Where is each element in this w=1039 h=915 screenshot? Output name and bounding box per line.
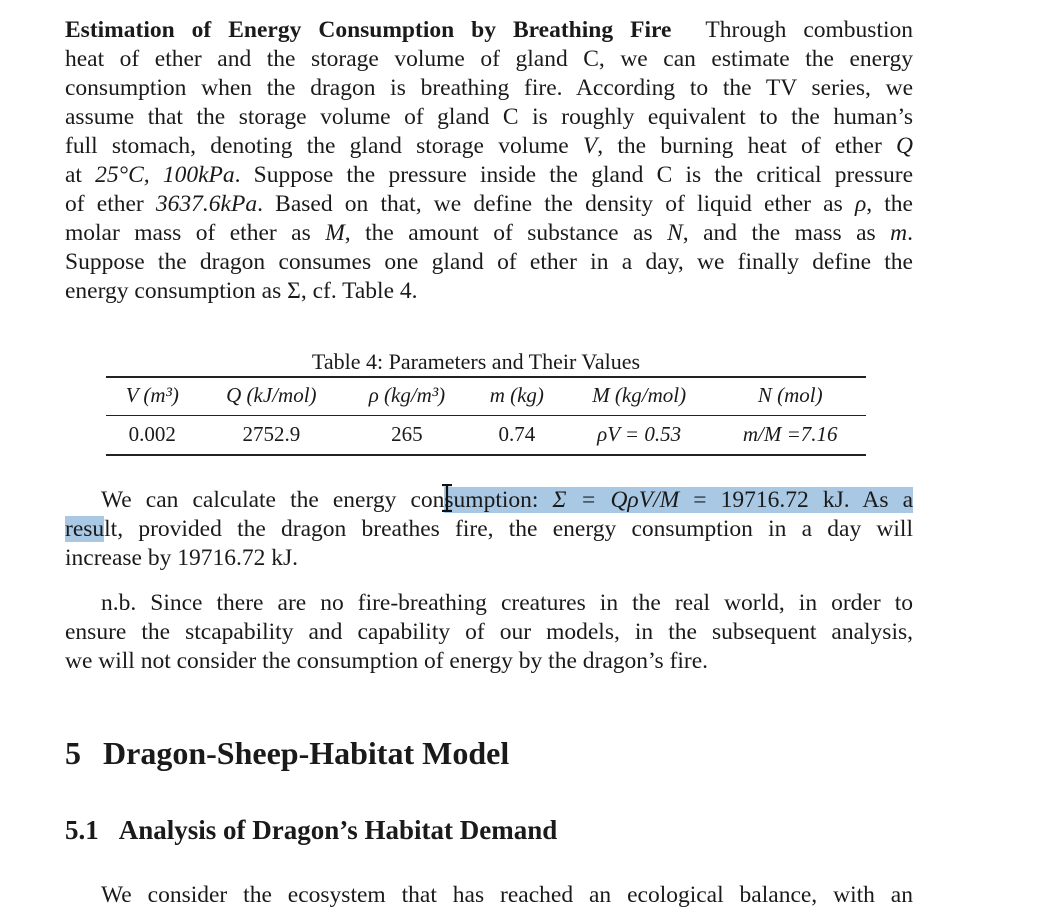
text-line: consumption when the dragon is breathing… <box>65 75 913 101</box>
subsection-number: 5.1 <box>65 815 99 845</box>
text-cursor-icon <box>442 484 452 512</box>
text-line: Estimation of Energy Consumption by Brea… <box>65 17 913 43</box>
section-heading: 5 Dragon-Sheep-Habitat Model <box>65 735 509 772</box>
text-line: we will not consider the consumption of … <box>65 648 709 674</box>
math-expression: 3637.6kPa <box>155 191 258 217</box>
table-cell: 2752.9 <box>242 422 301 446</box>
text-line[interactable]: result, provided the dragon breathes fir… <box>65 516 913 542</box>
math-symbol: N <box>667 220 683 246</box>
subsection-heading: 5.1 Analysis of Dragon’s Habitat Demand <box>65 815 557 846</box>
text-line: heat of ether and the storage volume of … <box>65 46 913 72</box>
table-header-row: V (m³) Q (kJ/mol) ρ (kg/m³) m (kg) M (kg… <box>106 377 866 416</box>
header-cell: V (m³) <box>125 383 179 407</box>
math-expression[interactable]: Σ = QρV/M <box>552 487 680 513</box>
section-number: 5 <box>65 735 81 771</box>
runin-heading: Estimation of Energy Consumption by Brea… <box>65 17 672 43</box>
paragraph-energy-estimation: Estimation of Energy Consumption by Brea… <box>65 16 913 306</box>
math-symbol: M <box>325 220 345 246</box>
table-parameters: Table 4: Parameters and Their Values V (… <box>106 348 866 456</box>
text-line: Suppose the dragon consumes one gland of… <box>65 249 913 275</box>
text-line: molar mass of ether as M, the amount of … <box>65 220 913 246</box>
text-selection[interactable]: resu <box>65 516 105 542</box>
text-line: We consider the ecosystem that has reach… <box>101 882 913 908</box>
math-expression: 19716.72 kJ <box>177 545 293 571</box>
table-cell: 265 <box>391 422 423 446</box>
text-line: of ether 3637.6kPa. Based on that, we de… <box>65 191 913 217</box>
parameters-table: V (m³) Q (kJ/mol) ρ (kg/m³) m (kg) M (kg… <box>106 376 866 456</box>
text-line: ensure the stcapability and capability o… <box>65 619 913 645</box>
table-cell: m/M =7.16 <box>742 422 838 446</box>
header-cell: Q (kJ/mol) <box>226 383 317 407</box>
text-line: full stomach, denoting the gland storage… <box>65 133 914 159</box>
paragraph-calculation[interactable]: We can calculate the energy consumption:… <box>65 486 914 573</box>
paragraph-note: n.b. Since there are no fire-breathing c… <box>65 589 913 676</box>
table-caption: Table 4: Parameters and Their Values <box>311 349 641 374</box>
text-line[interactable]: We can calculate the energy consumption:… <box>101 487 914 513</box>
table-cell: 0.74 <box>498 422 536 446</box>
math-symbol: ρ <box>854 191 867 217</box>
text-line: energy consumption as Σ, cf. Table 4. <box>65 278 418 304</box>
text-line[interactable]: increase by 19716.72 kJ. <box>65 545 299 571</box>
math-expression: 25°C, 100kPa <box>95 162 235 188</box>
table-row: 0.002 2752.9 265 0.74 ρV = 0.53 m/M =7.1… <box>106 416 866 455</box>
table-cell: ρV = 0.53 <box>597 422 682 446</box>
math-symbol: m <box>890 220 908 246</box>
header-cell: ρ (kg/m³) <box>368 383 446 407</box>
header-cell: m (kg) <box>489 383 544 407</box>
section-title: Dragon-Sheep-Habitat Model <box>103 735 510 771</box>
paragraph-ecosystem: We consider the ecosystem that has reach… <box>65 881 913 910</box>
text-line: n.b. Since there are no fire-breathing c… <box>101 590 913 616</box>
text-selection[interactable]: sumption: Σ = QρV/M = 19716.72 kJ. As a <box>444 487 914 513</box>
math-symbol: V <box>582 133 598 159</box>
text-line: assume that the storage volume of gland … <box>65 104 913 130</box>
math-expression[interactable]: 19716.72 kJ <box>720 487 844 513</box>
header-cell: N (mol) <box>757 383 823 407</box>
math-symbol: Σ <box>287 278 301 304</box>
text-line: at 25°C, 100kPa. Suppose the pressure in… <box>65 162 913 188</box>
table-cell: 0.002 <box>128 422 176 446</box>
math-symbol: Q <box>896 133 914 159</box>
subsection-title: Analysis of Dragon’s Habitat Demand <box>118 815 558 845</box>
header-cell: M (kg/mol) <box>592 383 687 407</box>
